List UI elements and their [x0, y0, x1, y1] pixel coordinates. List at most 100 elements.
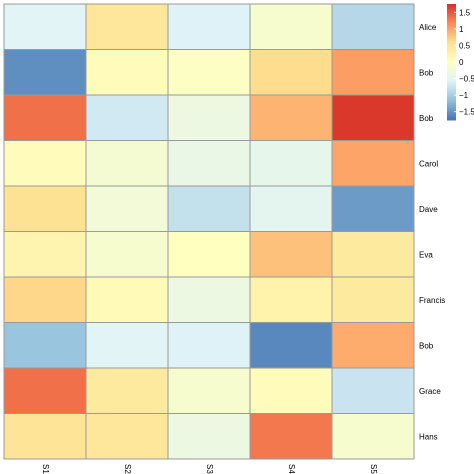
legend-swatch: [447, 118, 456, 121]
heatmap-cell: [85, 140, 169, 187]
legend-swatch: [447, 15, 456, 19]
heatmap-cell: [167, 276, 251, 323]
heatmap-cell: [249, 49, 333, 96]
heatmap-cell: [331, 231, 415, 278]
color-legend: 1.5 1 0.5 0 −0.5 −1 −1.5: [447, 4, 474, 121]
legend-tick-label: −1: [459, 91, 469, 100]
legend-tick-label: 0: [459, 58, 464, 67]
heatmap-cell: [167, 140, 251, 187]
column-labels: S1 S2 S3 S4 S5: [41, 464, 378, 474]
row-label: Carol: [419, 159, 438, 168]
heatmap-cell: [249, 367, 333, 414]
heatmap-cell: [249, 185, 333, 232]
heatmap-cell: [249, 94, 333, 141]
legend-swatch: [447, 79, 456, 82]
row-label: Bob: [419, 68, 434, 77]
legend-swatch: [447, 60, 456, 63]
legend-swatch: [447, 9, 456, 13]
legend-swatch: [447, 23, 456, 26]
heatmap-cell: [3, 185, 87, 232]
legend-swatch: [447, 48, 456, 51]
heatmap-cell: [331, 49, 415, 96]
heatmap-cell: [331, 413, 415, 460]
heatmap-cell: [3, 140, 87, 187]
legend-swatch: [447, 83, 456, 86]
heatmap-cell: [167, 367, 251, 414]
legend-swatch: [447, 87, 456, 90]
heatmap-cell: [85, 49, 169, 96]
heatmap-cell: [331, 3, 415, 50]
legend-swatch: [447, 34, 456, 38]
heatmap-cell: [249, 413, 333, 460]
heatmap-cell: [3, 94, 87, 141]
legend-swatch: [447, 100, 456, 104]
row-label: Francis: [419, 296, 445, 305]
heatmap-cell: [331, 322, 415, 369]
legend-swatch: [447, 62, 456, 65]
heatmap-cell: [3, 3, 87, 50]
legend-swatch: [447, 52, 456, 55]
row-label: Hans: [419, 432, 438, 441]
legend-swatch: [447, 108, 456, 111]
heatmap-cell: [85, 413, 169, 460]
column-label: S5: [369, 464, 378, 474]
legend-swatch: [447, 69, 456, 73]
heatmap-cell: [3, 322, 87, 369]
legend-swatch: [447, 5, 456, 9]
heatmap-cell: [167, 322, 251, 369]
legend-swatch: [447, 4, 456, 7]
legend-tick-label: 1.5: [459, 8, 471, 17]
row-label: Bob: [419, 341, 434, 350]
row-label: Eva: [419, 250, 433, 259]
legend-swatch: [447, 67, 456, 71]
legend-swatch: [447, 77, 456, 80]
legend-tick-label: −1.5: [459, 108, 474, 117]
heatmap-cell: [85, 367, 169, 414]
legend-swatch: [447, 71, 456, 75]
heatmap-cell: [167, 231, 251, 278]
legend-swatch: [447, 116, 456, 119]
row-label: Dave: [419, 205, 438, 214]
legend-swatch: [447, 44, 456, 48]
column-label: S1: [41, 464, 50, 474]
heatmap-cell: [331, 276, 415, 323]
heatmap-cell: [249, 140, 333, 187]
legend-swatch: [447, 17, 456, 20]
legend-swatch: [447, 7, 456, 11]
legend-swatch: [447, 81, 456, 84]
heatmap-cell: [3, 276, 87, 323]
heatmap-cell: [85, 3, 169, 50]
legend-swatch: [447, 58, 456, 61]
heatmap-cell: [85, 276, 169, 323]
row-labels: Alice Bob Bob Carol Dave Eva Francis Bob Grace Ha…: [419, 23, 445, 442]
legend-swatch: [447, 96, 456, 100]
heatmap-cells: [3, 3, 415, 460]
heatmap-cell: [85, 322, 169, 369]
legend-tick-label: 0.5: [459, 41, 471, 50]
column-label: S2: [123, 464, 132, 474]
heatmap-cell: [249, 322, 333, 369]
heatmap-cell: [85, 94, 169, 141]
legend-swatch: [447, 42, 456, 46]
legend-swatch: [447, 21, 456, 24]
heatmap-cell: [3, 413, 87, 460]
legend-swatch: [447, 73, 456, 77]
legend-swatch: [447, 11, 456, 15]
heatmap-cell: [3, 231, 87, 278]
legend-swatch: [447, 102, 456, 106]
row-label: Alice: [419, 23, 437, 32]
heatmap-cell: [249, 231, 333, 278]
heatmap-cell: [85, 185, 169, 232]
heatmap-cell: [249, 276, 333, 323]
legend-swatch: [447, 94, 456, 98]
legend-swatch: [447, 56, 456, 59]
legend-swatch: [447, 33, 456, 36]
legend-swatch: [447, 46, 456, 49]
legend-swatch: [447, 92, 456, 96]
legend-swatch: [447, 50, 456, 53]
legend-swatch: [447, 40, 456, 44]
legend-swatch: [447, 106, 456, 109]
legend-tick-label: −0.5: [459, 75, 474, 84]
heatmap-cell: [331, 367, 415, 414]
